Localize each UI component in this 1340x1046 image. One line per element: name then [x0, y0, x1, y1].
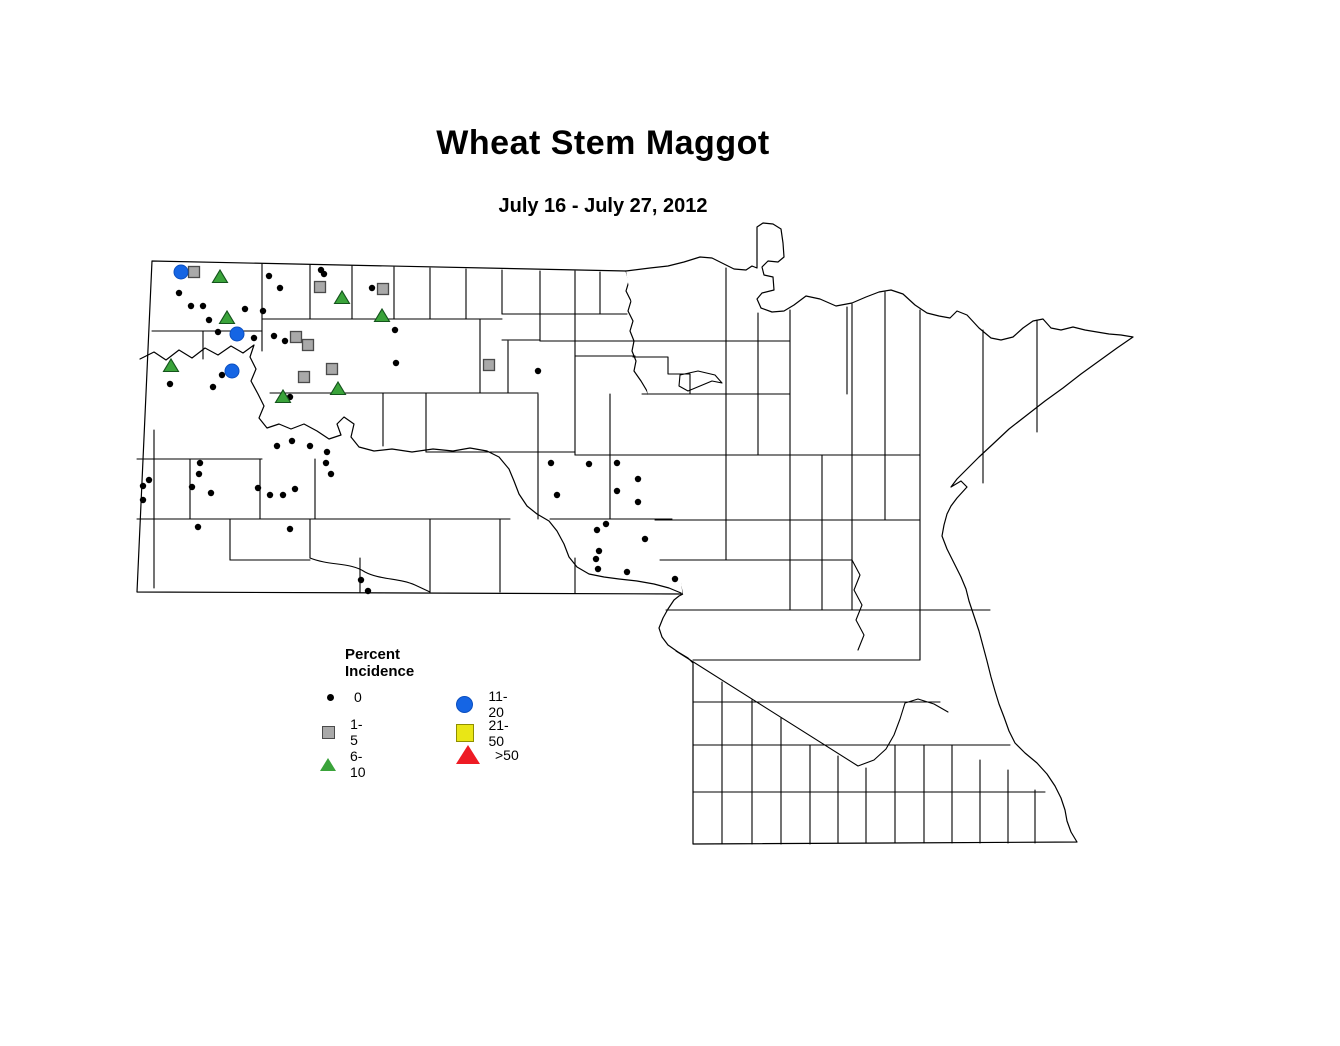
incidence-markers	[139, 264, 679, 595]
missouri-river-line	[139, 344, 682, 594]
legend-item-6-10: 6-10	[320, 748, 370, 780]
page-title: Wheat Stem Maggot	[436, 124, 770, 162]
green-triangle-marker-icon	[320, 757, 336, 771]
gray-square-marker-icon	[321, 725, 335, 739]
nd-county-lines	[136, 263, 673, 594]
legend-item-1-5: 1-5	[320, 716, 366, 748]
legend-item-label: 21-50	[488, 717, 509, 749]
legend-item-label: >50	[495, 746, 519, 763]
north-dakota-outline	[136, 260, 684, 595]
legend-item-label: 6-10	[350, 748, 366, 780]
legend-title: Percent Incidence	[345, 646, 415, 680]
mn-county-lines	[625, 267, 1046, 845]
legend-item-over-50: >50	[455, 745, 519, 764]
red-triangle-marker-icon	[456, 745, 480, 764]
legend-item-21-50: 21-50	[455, 717, 515, 749]
dot-marker-icon	[326, 693, 334, 701]
yellow-square-marker-icon	[455, 724, 474, 742]
legend-item-11-20: 11-20	[455, 688, 514, 720]
page-subtitle: July 16 - July 27, 2012	[498, 195, 708, 217]
legend-item-label: 11-20	[488, 688, 508, 720]
legend-item-label: 1-5	[350, 716, 363, 748]
minnesota-outline	[625, 222, 1134, 845]
legend-item-0: 0	[320, 689, 362, 705]
blue-circle-marker-icon	[456, 695, 474, 713]
legend-item-label: 0	[354, 689, 362, 705]
title-band: Wheat Stem Maggot July 16 - July 27, 201…	[0, 124, 1206, 218]
